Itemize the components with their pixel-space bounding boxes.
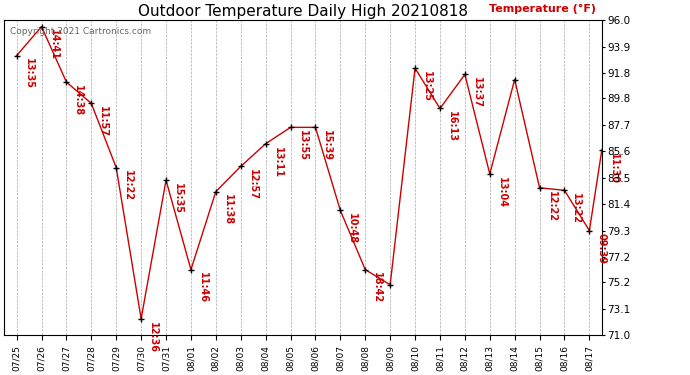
Text: 16:13: 16:13 <box>447 111 457 142</box>
Text: 13:22: 13:22 <box>571 193 582 224</box>
Text: 13:25: 13:25 <box>422 71 432 102</box>
Text: 13:04: 13:04 <box>497 177 506 208</box>
Text: 18:42: 18:42 <box>372 272 382 303</box>
Text: 13:11: 13:11 <box>273 147 283 177</box>
Text: 15:39: 15:39 <box>322 130 333 161</box>
Text: Copyright 2021 Cartronics.com: Copyright 2021 Cartronics.com <box>10 27 151 36</box>
Text: 12:57: 12:57 <box>248 169 257 200</box>
Text: 13:55: 13:55 <box>297 130 308 161</box>
Text: 11:57: 11:57 <box>98 106 108 137</box>
Text: 11:30: 11:30 <box>609 153 619 184</box>
Text: 11:38: 11:38 <box>223 194 233 225</box>
Title: Outdoor Temperature Daily High 20210818: Outdoor Temperature Daily High 20210818 <box>138 4 468 19</box>
Text: 13:37: 13:37 <box>472 77 482 108</box>
Text: 12:22: 12:22 <box>546 190 557 222</box>
Text: 13:35: 13:35 <box>23 58 34 89</box>
Text: 14:38: 14:38 <box>73 85 83 116</box>
Text: 12:22: 12:22 <box>124 170 133 201</box>
Text: 15:35: 15:35 <box>173 183 183 214</box>
Text: 09:39: 09:39 <box>596 233 607 264</box>
Text: 12:36: 12:36 <box>148 321 158 352</box>
Text: 14:41: 14:41 <box>48 29 59 60</box>
Text: 11:46: 11:46 <box>198 272 208 303</box>
Text: Temperature (°F): Temperature (°F) <box>489 4 596 14</box>
Text: 10:48: 10:48 <box>347 213 357 244</box>
